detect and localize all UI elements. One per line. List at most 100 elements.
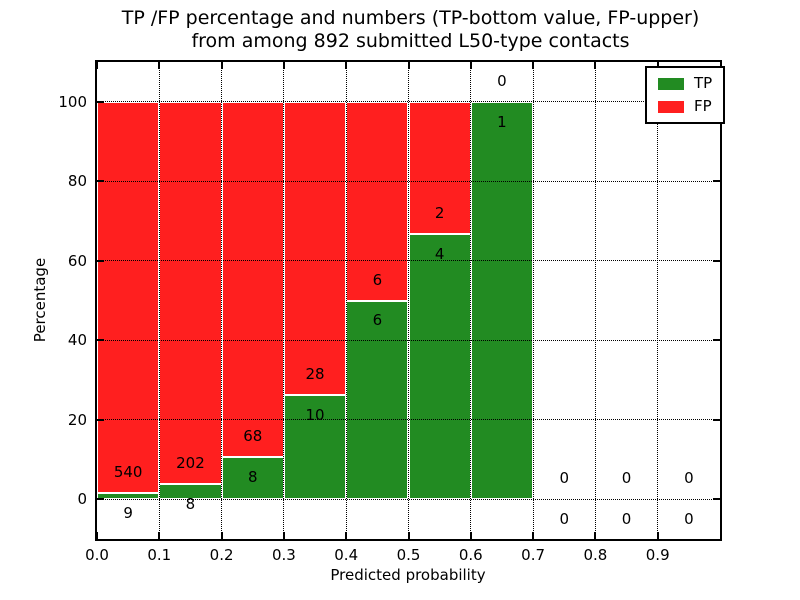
tp-count-label: 10 [305, 405, 325, 424]
y-tick-label: 100 [58, 92, 87, 111]
y-tick-mark [713, 180, 720, 183]
x-tick-mark [407, 62, 410, 69]
tp-count-label: 8 [185, 495, 196, 514]
y-tick-mark [97, 418, 104, 421]
fp-bar-segment [408, 101, 471, 235]
legend-entry: TP [658, 76, 712, 91]
x-tick-label: 0.2 [209, 546, 234, 564]
x-tick-mark [345, 62, 348, 69]
x-tick-mark [220, 532, 223, 539]
x-tick-mark [594, 532, 597, 539]
v-gridline [283, 62, 285, 539]
x-tick-mark [469, 62, 472, 69]
legend-entry: FP [658, 99, 712, 114]
tp-legend-swatch [658, 77, 684, 90]
x-tick-label: 0.1 [147, 546, 172, 564]
fp-bar-segment [283, 101, 347, 395]
v-gridline [221, 62, 223, 539]
tp-count-label: 0 [684, 510, 694, 529]
x-tick-label: 0.0 [85, 546, 109, 564]
v-gridline [408, 62, 409, 539]
y-tick-mark [97, 498, 104, 501]
x-tick-mark [532, 532, 535, 539]
fp-count-label: 2 [434, 204, 445, 223]
fp-bar-segment [159, 101, 222, 485]
fp-count-label: 0 [559, 469, 570, 488]
v-gridline [470, 62, 472, 539]
tp-bar-segment [159, 484, 222, 500]
x-tick-mark [282, 62, 285, 69]
v-gridline [594, 62, 596, 539]
y-tick-label: 80 [67, 172, 87, 191]
x-tick-label: 0.3 [271, 546, 296, 564]
fp-count-label: 0 [621, 469, 632, 488]
fp-count-label: 540 [113, 462, 143, 481]
tp-bar-segment [221, 457, 284, 500]
tp-count-label: 9 [123, 503, 133, 522]
x-tick-mark [96, 532, 98, 539]
x-tick-label: 0.9 [645, 546, 670, 564]
tp-count-label: 8 [247, 468, 258, 487]
x-tick-mark [158, 62, 161, 69]
x-tick-label: 0.8 [583, 546, 608, 564]
x-tick-label: 0.7 [521, 546, 546, 564]
y-tick-label: 40 [67, 331, 87, 350]
fp-count-label: 28 [305, 364, 325, 383]
legend-entry-label: FP [694, 97, 712, 115]
x-tick-mark [158, 532, 161, 539]
x-axis-label: Predicted probability [330, 566, 486, 584]
fp-count-label: 0 [497, 71, 507, 90]
tp-count-label: 0 [621, 510, 632, 529]
x-tick-mark [282, 532, 285, 539]
y-tick-mark [713, 418, 720, 421]
tp-count-label: 1 [497, 112, 507, 131]
v-gridline [532, 62, 534, 539]
fp-bar-segment [346, 101, 409, 301]
plot-area: TP FP 540 9 202 8 68 8 28 10 6 6 2 4 0 1 0 0 0 0 0 0 [95, 60, 726, 541]
x-tick-mark [220, 62, 223, 69]
y-tick-mark [97, 180, 104, 183]
x-tick-label: 0.4 [334, 546, 359, 564]
tp-bar-segment [408, 234, 471, 500]
chart-title-line-1: TP /FP percentage and numbers (TP-bottom… [121, 7, 700, 29]
y-tick-label: 20 [67, 410, 87, 429]
x-tick-mark [656, 62, 659, 69]
y-tick-mark [97, 339, 104, 342]
fp-count-label: 68 [243, 427, 263, 446]
legend: TP FP [645, 66, 726, 124]
tp-count-label: 4 [434, 245, 445, 264]
fp-bar-segment [97, 101, 160, 493]
y-tick-label: 60 [67, 251, 87, 270]
x-tick-label: 0.5 [396, 546, 421, 564]
x-tick-mark [469, 532, 472, 539]
v-gridline [345, 62, 347, 539]
fp-legend-swatch [658, 100, 684, 113]
y-tick-mark [97, 259, 104, 262]
fp-bar-segment [221, 101, 284, 458]
fp-count-label: 202 [176, 454, 205, 473]
y-tick-mark [713, 498, 720, 501]
v-gridline [657, 62, 659, 539]
y-tick-mark [713, 339, 720, 342]
legend-entry-label: TP [694, 74, 713, 92]
fp-count-label: 0 [684, 469, 694, 488]
x-tick-mark [656, 532, 659, 539]
chart-title-line-2: from among 892 submitted L50-type contac… [191, 30, 630, 52]
y-axis-label: Percentage [31, 257, 49, 343]
tp-count-label: 0 [559, 510, 570, 529]
v-gridline [158, 62, 160, 539]
x-tick-mark [96, 62, 98, 69]
chart-title: TP /FP percentage and numbers (TP-bottom… [97, 7, 724, 53]
x-tick-mark [345, 532, 348, 539]
x-tick-mark [407, 532, 410, 539]
y-tick-mark [713, 259, 720, 262]
tp-bar-segment [346, 300, 409, 500]
y-tick-label: 0 [77, 490, 87, 509]
tp-bar-segment [470, 101, 534, 500]
fp-count-label: 6 [372, 270, 383, 289]
x-tick-mark [532, 62, 535, 69]
x-tick-mark [594, 62, 597, 69]
y-tick-mark [97, 100, 104, 103]
x-tick-label: 0.6 [458, 546, 483, 564]
tp-count-label: 6 [372, 311, 383, 330]
